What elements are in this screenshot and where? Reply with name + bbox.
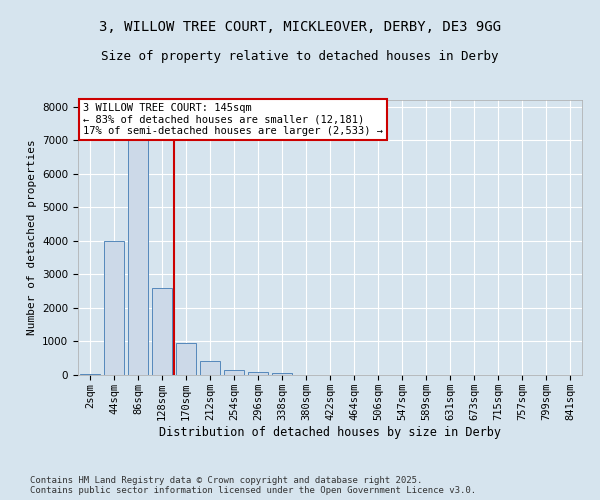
Bar [248, 372, 268, 375]
Text: 3 WILLOW TREE COURT: 145sqm
← 83% of detached houses are smaller (12,181)
17% of: 3 WILLOW TREE COURT: 145sqm ← 83% of det… [83, 103, 383, 136]
X-axis label: Distribution of detached houses by size in Derby: Distribution of detached houses by size … [159, 426, 501, 438]
Text: 3, WILLOW TREE COURT, MICKLEOVER, DERBY, DE3 9GG: 3, WILLOW TREE COURT, MICKLEOVER, DERBY,… [99, 20, 501, 34]
Text: Size of property relative to detached houses in Derby: Size of property relative to detached ho… [101, 50, 499, 63]
Bar [200, 361, 220, 375]
Bar [128, 124, 148, 375]
Text: Contains HM Land Registry data © Crown copyright and database right 2025.
Contai: Contains HM Land Registry data © Crown c… [30, 476, 476, 495]
Bar [176, 343, 196, 375]
Y-axis label: Number of detached properties: Number of detached properties [26, 140, 37, 336]
Bar [224, 370, 244, 375]
Bar [152, 288, 172, 375]
Bar [104, 241, 124, 375]
Bar [80, 374, 100, 375]
Bar [272, 374, 292, 375]
